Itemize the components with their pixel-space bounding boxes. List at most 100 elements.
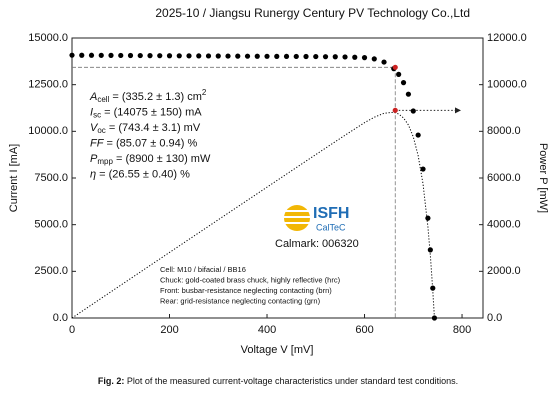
iv-point [293,53,299,60]
iv-point [396,71,402,77]
iv-point [400,80,407,86]
y-tick-label: 12500.0 [28,79,68,91]
iv-point [79,52,85,58]
logo-stripe [283,210,311,212]
param-symbol: V [90,122,99,134]
y2-tick-label: 12000.0 [487,32,527,44]
caption-label: Fig. 2: [98,376,125,386]
x-tick-label: 200 [160,324,178,336]
iv-point [332,54,338,60]
iv-point [225,53,231,59]
iv-point [244,53,251,59]
caption: Fig. 2: Plot of the measured current-vol… [98,376,458,386]
param-rest: = (26.55 ± 0.40) % [96,168,190,180]
parameter: Isc = (14075 ± 150) mA [90,106,202,119]
iv-point [313,53,319,60]
iv-point [352,54,358,60]
calmark: Calmark: 006320 [275,238,359,250]
iv-point [205,53,212,59]
iv-point [371,56,377,62]
iv-point [254,53,260,59]
y-axis-label: Current I [mA] [8,144,20,212]
iv-point [235,53,241,59]
note: Rear: grid-resistance neglecting contact… [160,296,321,305]
y2-tick-label: 2000.0 [487,265,521,277]
iv-point [88,52,95,58]
iv-point [405,91,412,97]
iv-point [283,53,290,60]
iv-point [215,53,221,59]
caption-text: Plot of the measured current-voltage cha… [124,376,458,386]
mpp-point [392,107,398,113]
param-rest: = (8900 ± 130) mW [113,153,211,165]
iv-point [274,53,280,59]
logo-stripe [283,222,311,224]
param-symbol: P [90,153,98,165]
iv-point [118,52,124,59]
mpp-point [392,64,398,70]
parameter: Acell = (335.2 ± 1.3) cm2 [89,88,207,104]
iv-point [381,59,387,65]
y2-tick-label: 8000.0 [487,125,521,137]
y2-tick-label: 4000.0 [487,219,521,231]
y-tick-label: 5000.0 [34,219,68,231]
iv-point [264,53,270,59]
parameter: FF = (85.07 ± 0.94) % [90,137,197,149]
param-symbol: FF [90,137,105,149]
logo-name: ISFH [313,205,349,222]
iv-point [415,132,421,138]
param-sub: sc [93,111,101,120]
iv-point [303,53,309,60]
iv-point [176,53,182,59]
param-sub: oc [97,126,105,135]
iv-point [361,55,368,61]
iv-point [425,215,431,221]
x-tick-label: 600 [355,324,373,336]
param-sub: cell [97,95,109,104]
iv-point [427,247,433,253]
note: Chuck: gold-coated brass chuck, highly r… [160,275,341,284]
y-tick-label: 7500.0 [34,172,68,184]
header: 2025-10 / Jiangsu Runergy Century PV Tec… [155,6,470,20]
y2-tick-label: 6000.0 [487,172,521,184]
iv-point [166,53,173,59]
parameter: Voc = (743.4 ± 3.1) mV [90,122,201,135]
y-tick-label: 10000.0 [28,125,68,137]
iv-point [420,166,426,172]
iv-point [186,53,192,59]
iv-point [108,52,114,58]
param-rest: = (335.2 ± 1.3) cm [109,91,202,103]
iv-point [98,52,104,58]
iv-point [137,52,143,59]
x-tick-label: 0 [69,324,75,336]
parameter: Pmpp = (8900 ± 130) mW [90,153,211,166]
x-tick-label: 400 [258,324,276,336]
iv-point [147,53,153,59]
logo: ISFH CalTeC [283,205,349,232]
param-symbol: I [90,106,93,118]
parameter: η = (26.55 ± 0.40) % [90,168,190,180]
x-axis-label: Voltage V [mV] [241,344,314,356]
y2-tick-label: 0.0 [487,312,502,324]
param-rest: = (743.4 ± 3.1) mV [106,122,201,134]
logo-sub: CalTeC [316,222,346,232]
note: Front: busbar-resistance neglecting cont… [160,286,332,295]
y2-tick-label: 10000.0 [487,79,527,91]
param-rest: = (14075 ± 150) mA [101,106,202,118]
arrow-head [455,107,461,114]
iv-point [431,315,438,321]
note: Cell: M10 / bifacial / BB16 [160,265,246,274]
y-tick-label: 2500.0 [34,265,68,277]
x-tick-label: 800 [453,324,471,336]
param-sup: 2 [202,88,207,97]
iv-point [410,108,416,114]
y2-axis-label: Power P [mW] [537,143,549,213]
iv-point [127,52,134,59]
param-rest: = (85.07 ± 0.94) % [103,137,197,149]
param-symbol: A [89,91,97,103]
iv-point [69,52,75,58]
param-sub: mpp [97,157,113,166]
y-tick-label: 0.0 [53,312,68,324]
iv-point [196,53,202,59]
